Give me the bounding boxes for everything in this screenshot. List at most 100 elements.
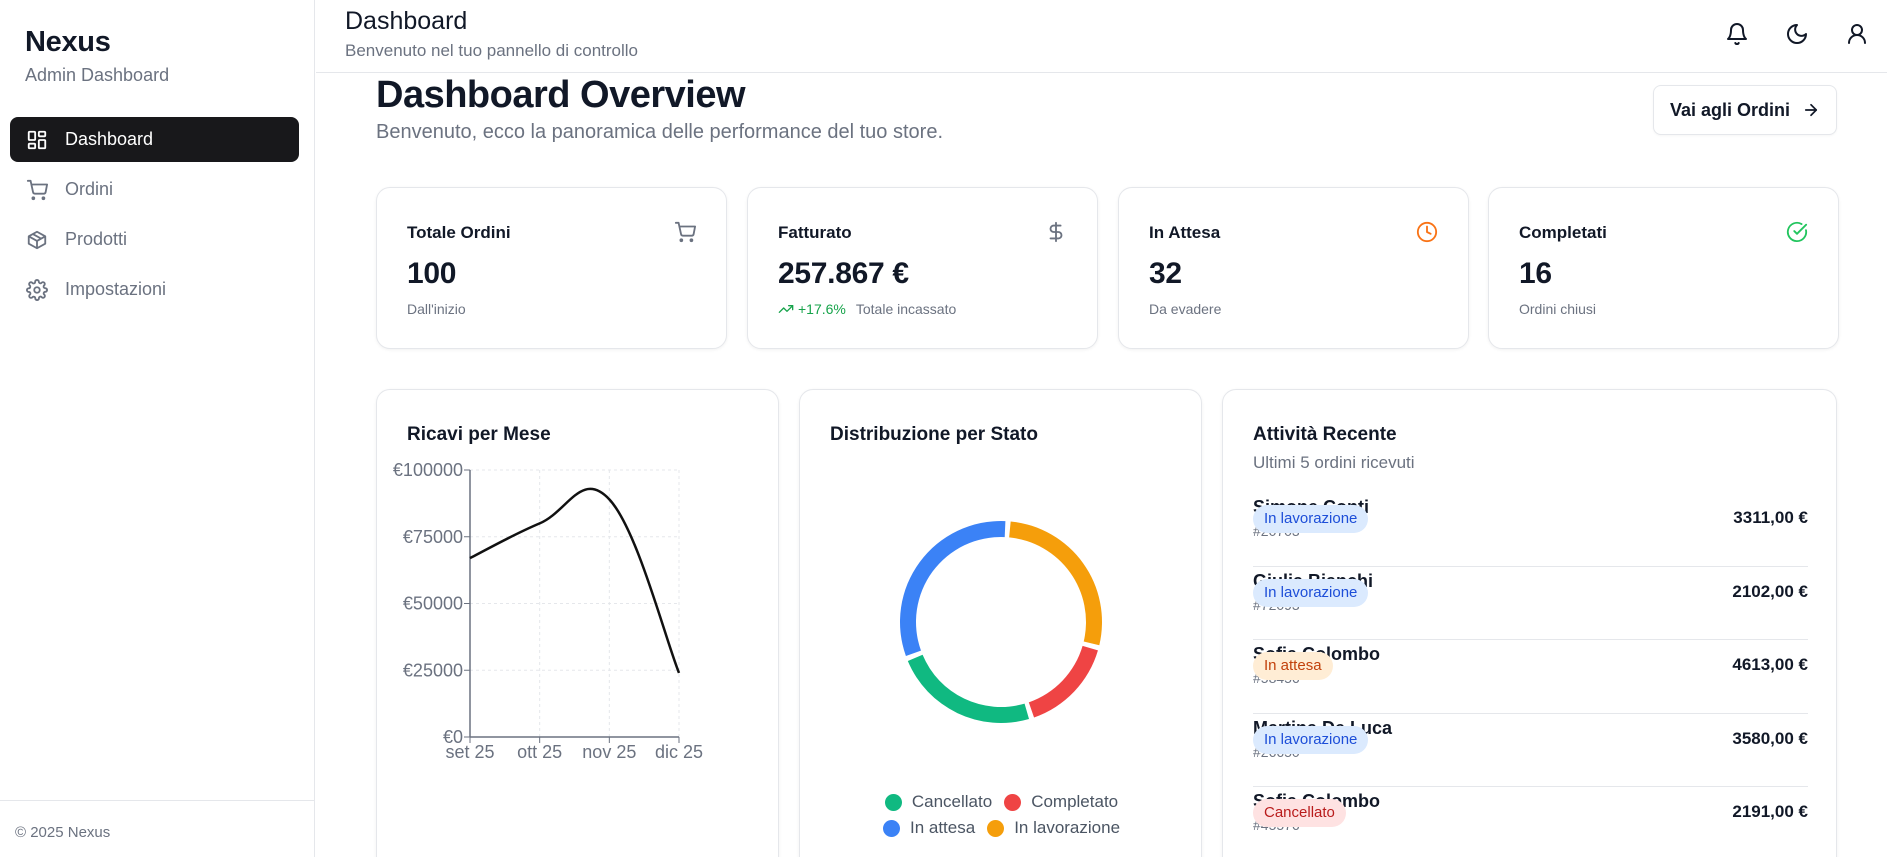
sidebar-item-impostazioni[interactable]: Impostazioni [10, 267, 299, 312]
x-tick-label: nov 25 [582, 742, 636, 762]
sidebar-item-label: Prodotti [65, 229, 128, 249]
order-amount: 2102,00 € [1732, 581, 1808, 601]
y-tick-label: €75000 [403, 527, 463, 547]
bell-icon[interactable] [1707, 14, 1767, 54]
order-amount: 3311,00 € [1733, 508, 1808, 527]
recent-activity-list: Simone Conti#20703In lavorazione3311,00 … [1253, 493, 1808, 857]
sidebar-item-label: Dashboard [65, 129, 154, 149]
status-badge: Cancellato [1253, 799, 1346, 827]
arrow-right-icon [1804, 103, 1818, 117]
stat-note-text: Totale incassato [855, 301, 957, 317]
order-amount: 4613,00 € [1732, 655, 1808, 674]
stat-label: Completati [1519, 223, 1607, 242]
y-tick-label: €0 [443, 727, 463, 747]
activity-row[interactable]: Giulia Bianchi#72093In lavorazione2102,0… [1253, 567, 1808, 640]
legend-swatch [1004, 793, 1022, 811]
revenue-chart-title: Ricavi per Mese [407, 424, 551, 445]
legend-swatch [882, 819, 900, 837]
brand-subtitle: Admin Dashboard [25, 65, 170, 85]
page-title: Dashboard Overview [376, 74, 746, 116]
donut-slice [907, 654, 1030, 723]
stat-card-pending: In Attesa 32 Da evadere [1118, 187, 1469, 349]
recent-activity-title: Attività Recente [1253, 424, 1397, 445]
copyright-text: © 2025 Nexus [15, 824, 111, 841]
activity-row[interactable]: Simone Conti#20703In lavorazione3311,00 … [1253, 493, 1808, 567]
sidebar-item-label: Ordini [65, 179, 114, 199]
stat-note: Da evadere [1149, 301, 1221, 317]
header-actions [1707, 14, 1887, 54]
recent-activity-card: Attività Recente Ultimi 5 ordini ricevut… [1222, 389, 1837, 857]
legend-label: In lavorazione [1014, 818, 1121, 837]
status-badge: In attesa [1253, 652, 1333, 680]
trend-up: +17.6% [778, 301, 846, 317]
legend-swatch [987, 819, 1005, 837]
legend-item: In attesa [882, 818, 976, 838]
cart-icon [25, 178, 49, 202]
x-tick-label: set 25 [445, 742, 494, 762]
stat-card-total-orders: Totale Ordini 100 Dall'inizio [376, 187, 727, 349]
activity-row[interactable]: Martina De Luca#26650In lavorazione3580,… [1253, 714, 1808, 787]
stat-note-text: Dall'inizio [407, 301, 466, 317]
stat-label: In Attesa [1149, 223, 1221, 242]
sidebar-footer: © 2025 Nexus [0, 800, 315, 857]
stat-value: 100 [407, 257, 457, 290]
go-to-orders-label: Vai agli Ordini [1669, 99, 1791, 120]
y-tick-label: €100000 [393, 460, 463, 480]
status-chart-title: Distribuzione per Stato [830, 424, 1038, 445]
sidebar-item-dashboard[interactable]: Dashboard [10, 117, 299, 162]
header-subtitle: Benvenuto nel tuo pannello di controllo [345, 41, 638, 60]
brand-logo[interactable]: Nexus [25, 26, 111, 58]
order-amount: 2191,00 € [1732, 802, 1808, 821]
x-tick-label: ott 25 [517, 742, 562, 762]
package-icon [25, 228, 49, 252]
stat-value: 16 [1519, 257, 1552, 290]
page-subtitle: Benvenuto, ecco la panoramica delle perf… [376, 121, 944, 143]
user-icon[interactable] [1827, 14, 1887, 54]
gear-icon [25, 278, 49, 302]
revenue-line [469, 487, 681, 674]
revenue-chart-card: Ricavi per Mese €0 €25000 €50000 €75000 €100… [376, 389, 779, 857]
sidebar-item-prodotti[interactable]: Prodotti [10, 217, 299, 262]
clock-icon [1416, 221, 1438, 243]
legend-item: Cancellato [884, 792, 993, 812]
donut-slice [1009, 521, 1102, 646]
top-header: Dashboard Benvenuto nel tuo pannello di … [316, 0, 1887, 73]
stat-label: Fatturato [778, 223, 852, 242]
recent-activity-subtitle: Ultimi 5 ordini ricevuti [1253, 453, 1415, 472]
stat-note-text: Da evadere [1149, 301, 1222, 317]
status-badge: In lavorazione [1253, 725, 1369, 754]
revenue-line-chart: €0 €25000 €50000 €75000 €100000 set 25 ott 25 n… [393, 460, 703, 762]
stat-note: +17.6% Totale incassato [778, 301, 956, 317]
stat-value: 257.867 € [778, 257, 909, 290]
legend-label: Completato [1031, 792, 1119, 811]
check-circle-icon [1786, 221, 1808, 243]
cart-icon [674, 221, 696, 243]
status-chart-legend: Cancellato Completato In attesa In lavorazi… [800, 792, 1203, 844]
activity-row[interactable]: Sofia Colombo#45576Cancellato2191,00 € [1253, 787, 1808, 857]
y-tick-label: €25000 [403, 660, 463, 680]
legend-label: Cancellato [911, 792, 993, 811]
legend-label: In attesa [909, 818, 976, 837]
go-to-orders-button[interactable]: Vai agli Ordini [1653, 85, 1837, 135]
stat-note-text: Ordini chiusi [1519, 301, 1597, 317]
grid-icon [25, 128, 49, 152]
stat-value: 32 [1149, 257, 1182, 290]
legend-row: In attesa In lavorazione [800, 818, 1203, 838]
stat-card-completed: Completati 16 Ordini chiusi [1488, 187, 1839, 349]
legend-row: Cancellato Completato [800, 792, 1203, 812]
donut-slice [1028, 645, 1098, 718]
trend-value: +17.6% [798, 301, 846, 317]
donut-slice [900, 521, 1006, 657]
status-chart-card: Distribuzione per Stato Cancellato Comple… [799, 389, 1202, 857]
status-donut-chart [900, 521, 1102, 723]
sidebar-item-label: Impostazioni [65, 279, 167, 299]
legend-item: Completato [1004, 792, 1118, 812]
order-amount: 3580,00 € [1732, 728, 1808, 748]
status-badge: In lavorazione [1253, 505, 1369, 533]
sidebar-item-ordini[interactable]: Ordini [10, 167, 299, 212]
y-tick-label: €50000 [403, 594, 463, 614]
x-tick-label: dic 25 [655, 742, 703, 762]
moon-icon[interactable] [1767, 14, 1827, 54]
sidebar: Nexus Admin Dashboard Dashboard Ordini P… [0, 0, 315, 857]
